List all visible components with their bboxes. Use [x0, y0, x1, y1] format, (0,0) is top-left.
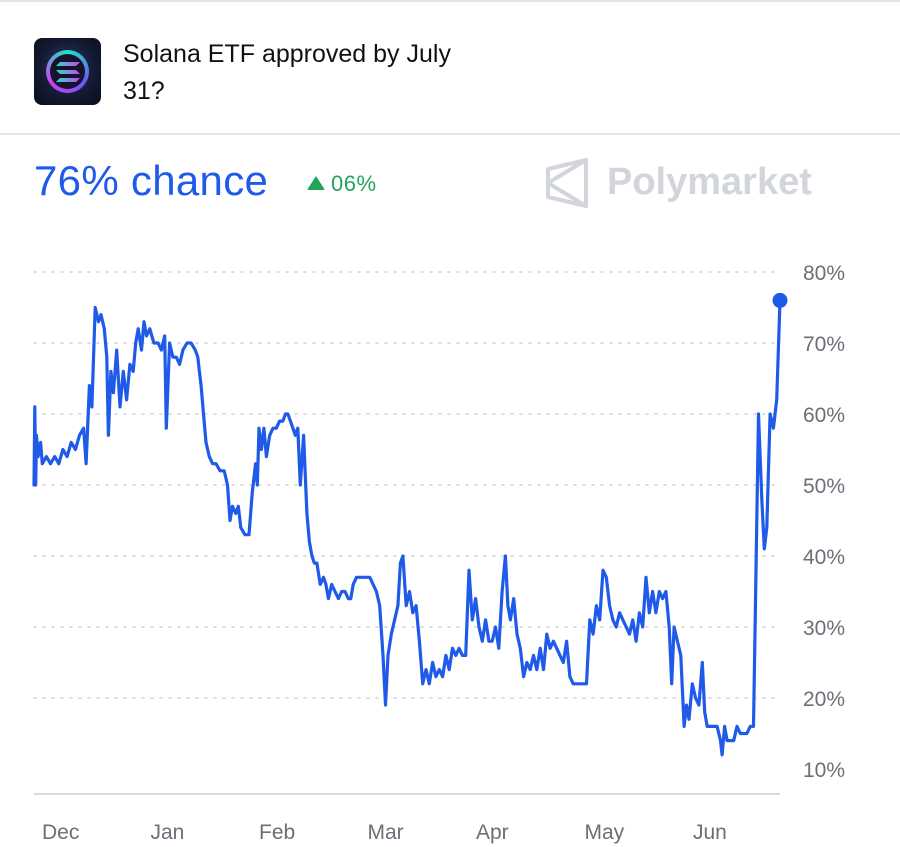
y-tick-label: 30%	[803, 617, 845, 640]
x-tick-label: Jan	[151, 821, 185, 844]
price-chart: 80% 70% 60% 50% 40% 30% 20% 10% Dec Jan Feb Mar Apr…	[32, 262, 845, 844]
change-indicator: 06%	[307, 170, 377, 198]
header-divider	[0, 133, 900, 135]
y-tick-label: 50%	[803, 475, 845, 498]
y-tick-label: 40%	[803, 546, 845, 569]
chart-gridlines	[33, 271, 781, 699]
x-tick-label: May	[585, 821, 625, 844]
change-value: 06%	[331, 171, 377, 196]
y-tick-label: 80%	[803, 262, 845, 285]
polymarket-logo-icon	[546, 158, 588, 208]
market-question-line-2: 31?	[123, 77, 165, 105]
series-line-yes-probability	[32, 298, 782, 757]
y-tick-label: 10%	[803, 759, 845, 782]
y-tick-label: 60%	[803, 404, 845, 427]
market-question-line-1: Solana ETF approved by July	[123, 40, 451, 68]
y-tick-label: 20%	[803, 688, 845, 711]
y-axis-ticks: 80% 70% 60% 50% 40% 30% 20% 10%	[803, 262, 845, 782]
market-question[interactable]: Solana ETF approved by July 31?	[123, 36, 543, 110]
market-header: Solana ETF approved by July 31?	[0, 2, 900, 134]
top-divider	[0, 0, 900, 2]
x-axis-ticks: Dec Jan Feb Mar Apr May Jun	[42, 821, 727, 844]
y-tick-label: 70%	[803, 333, 845, 356]
x-tick-label: Feb	[259, 821, 295, 844]
x-tick-label: Jun	[693, 821, 727, 844]
x-tick-label: Apr	[476, 821, 509, 844]
x-tick-label: Mar	[368, 821, 404, 844]
polymarket-wordmark: Polymarket	[607, 161, 812, 203]
up-arrow-icon	[307, 176, 325, 190]
chance-percentage: 76% chance	[34, 157, 269, 204]
x-tick-label: Dec	[42, 821, 79, 844]
solana-logo-icon	[34, 38, 101, 105]
current-value-marker	[772, 292, 788, 308]
